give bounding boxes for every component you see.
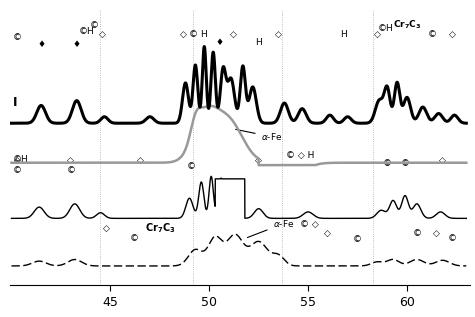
- Text: ◇: ◇: [99, 30, 106, 39]
- Text: H: H: [255, 38, 262, 48]
- Text: ◇: ◇: [439, 156, 446, 165]
- Text: $\alpha$-Fe: $\alpha$-Fe: [236, 129, 282, 142]
- Text: ©: ©: [383, 159, 392, 168]
- Text: ©H: ©H: [377, 24, 393, 33]
- Text: $\alpha$-Fe: $\alpha$-Fe: [247, 218, 294, 237]
- Text: ©: ©: [12, 33, 21, 42]
- Text: ©: ©: [353, 236, 362, 245]
- Text: ◇: ◇: [180, 30, 187, 39]
- Text: ©H: ©H: [79, 27, 95, 36]
- Text: ©: ©: [66, 166, 76, 175]
- Text: H: H: [200, 30, 207, 39]
- Text: © ◇: © ◇: [300, 220, 319, 229]
- Text: ♦: ♦: [73, 40, 81, 49]
- Text: ♦: ♦: [37, 40, 45, 49]
- Text: ◇: ◇: [137, 156, 143, 165]
- Text: ©: ©: [90, 21, 99, 30]
- Text: ◇: ◇: [229, 30, 237, 39]
- Text: H: H: [340, 30, 347, 39]
- Text: ◇: ◇: [103, 223, 110, 232]
- Text: I: I: [12, 96, 17, 109]
- Text: ◇: ◇: [255, 156, 262, 165]
- Text: ◇: ◇: [433, 229, 440, 238]
- Text: ©: ©: [189, 30, 198, 39]
- Text: ◇: ◇: [324, 229, 331, 238]
- Text: ◇: ◇: [449, 30, 456, 39]
- Text: ◇: ◇: [67, 156, 74, 165]
- Text: $\mathbf{Cr_7C_3}$: $\mathbf{Cr_7C_3}$: [144, 221, 175, 235]
- Text: ©: ©: [412, 229, 421, 238]
- Text: ©: ©: [13, 166, 22, 175]
- Text: ©: ©: [428, 30, 437, 39]
- Text: ©: ©: [130, 234, 139, 243]
- Text: ©: ©: [400, 159, 409, 168]
- Text: ©: ©: [187, 163, 196, 171]
- Text: ©: ©: [448, 234, 457, 243]
- Text: $\mathbf{Cr_7C_3}$: $\mathbf{Cr_7C_3}$: [393, 19, 421, 31]
- Text: ©H: ©H: [12, 155, 28, 164]
- Text: ◇: ◇: [275, 30, 282, 39]
- Text: © ◇ H: © ◇ H: [286, 151, 315, 159]
- Text: ◇: ◇: [374, 30, 381, 39]
- Text: ♦: ♦: [215, 38, 223, 48]
- Text: ◇: ◇: [14, 156, 21, 165]
